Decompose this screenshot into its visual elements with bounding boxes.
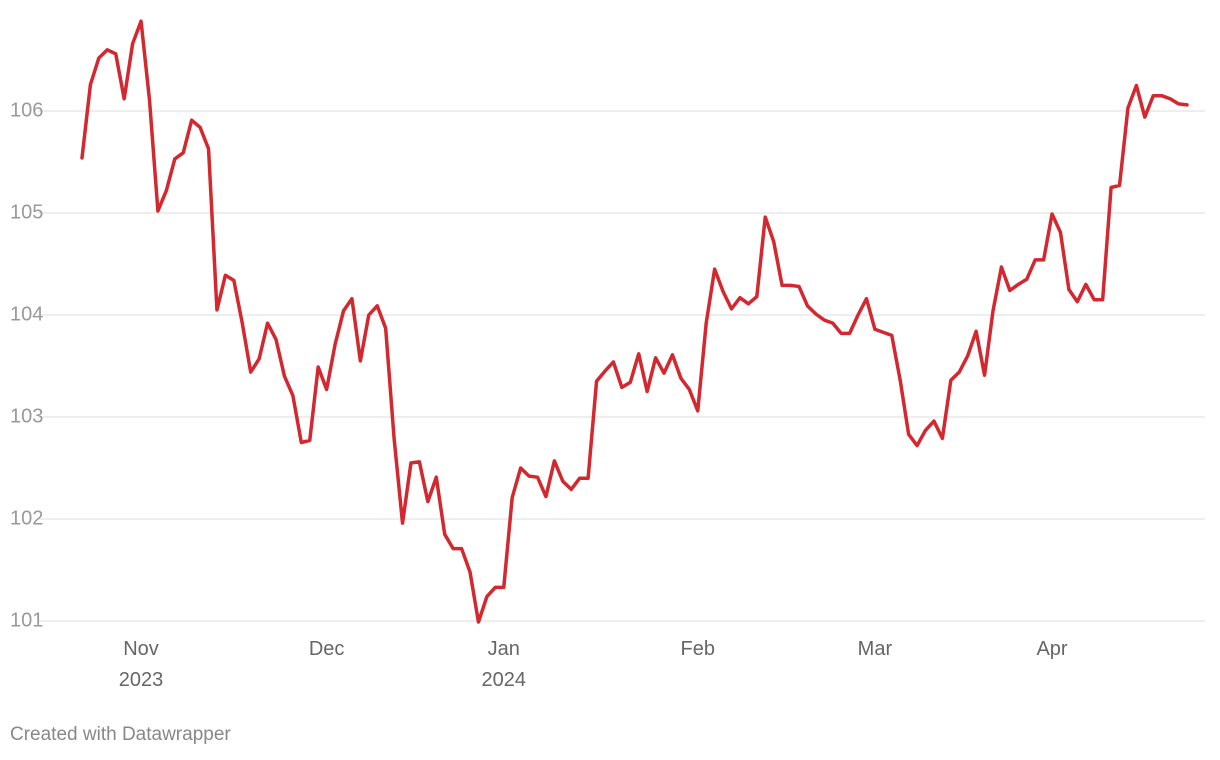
y-tick-label: 106	[10, 99, 43, 121]
x-tick-label: Nov 2023	[118, 638, 164, 691]
y-tick-label: 101	[10, 609, 43, 631]
x-tick-label: Dec	[308, 638, 345, 660]
x-tick-label: Mar	[857, 638, 893, 660]
y-tick-label: 105	[10, 201, 43, 223]
y-tick-label: 103	[10, 405, 43, 427]
x-tick-label: Apr	[1036, 638, 1068, 660]
y-tick-label: 102	[10, 507, 43, 529]
credit: Created with Datawrapper	[10, 724, 231, 745]
y-tick-label: 104	[10, 303, 43, 325]
x-tick-label: Jan 2024	[481, 638, 527, 691]
x-tick-label: Feb	[680, 638, 715, 660]
data-line	[80, 19, 1189, 624]
